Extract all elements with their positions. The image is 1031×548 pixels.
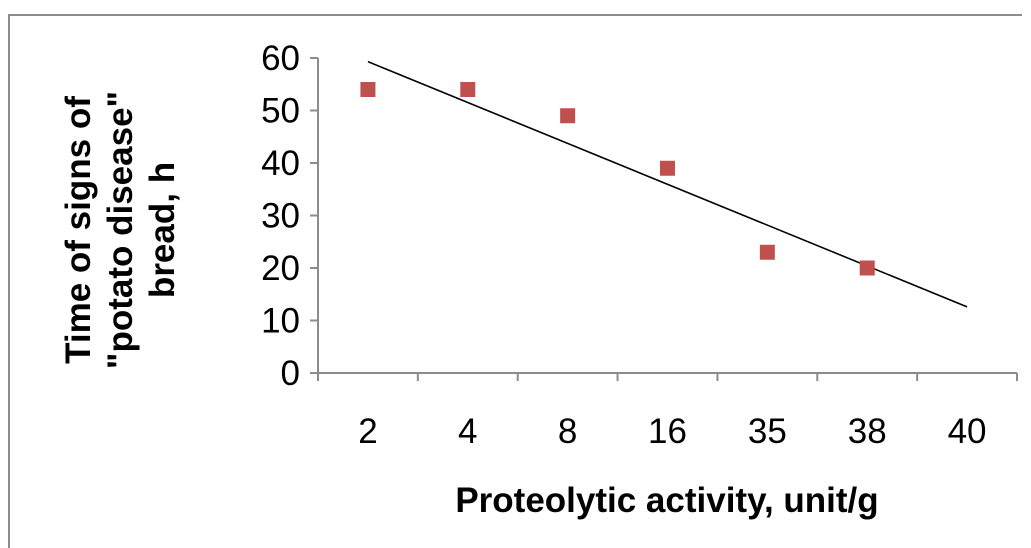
data-point bbox=[859, 260, 875, 276]
x-tick-label: 16 bbox=[648, 412, 687, 451]
y-tick-label: 50 bbox=[261, 92, 300, 131]
y-axis-title-line-1: Time of signs of bbox=[59, 96, 98, 364]
data-point bbox=[460, 82, 476, 97]
x-tick-label: 2 bbox=[358, 412, 377, 451]
y-tick-label: 60 bbox=[261, 39, 300, 78]
data-points bbox=[360, 82, 875, 276]
y-tick-label: 20 bbox=[261, 249, 300, 288]
data-point bbox=[360, 82, 376, 97]
x-tick-label: 4 bbox=[458, 412, 477, 451]
trendline bbox=[367, 60, 968, 308]
data-point bbox=[660, 160, 675, 176]
x-tick-label: 40 bbox=[948, 412, 987, 451]
data-point bbox=[560, 108, 576, 124]
data-point bbox=[759, 244, 775, 260]
y-axis-title-line-2: "potato disease" bbox=[101, 91, 140, 369]
x-tick-label: 38 bbox=[848, 412, 887, 451]
x-tick-label: 35 bbox=[748, 412, 787, 451]
y-ticks: 0 10 20 30 40 50 60 bbox=[261, 39, 318, 393]
y-axis-title-line-3: bread, h bbox=[143, 162, 182, 298]
linear-trendline bbox=[367, 60, 968, 308]
chart-frame bbox=[8, 14, 1022, 548]
y-axis-title: Time of signs of "potato disease" bread,… bbox=[59, 91, 182, 369]
y-tick-label: 10 bbox=[261, 302, 300, 341]
x-axis-title: Proteolytic activity, unit/g bbox=[455, 481, 878, 520]
x-ticks: 2 4 8 16 35 38 40 bbox=[317, 373, 1018, 451]
y-tick-label: 40 bbox=[261, 144, 300, 183]
y-tick-label: 0 bbox=[281, 354, 300, 393]
x-tick-label: 8 bbox=[558, 412, 577, 451]
y-tick-label: 30 bbox=[261, 197, 300, 236]
